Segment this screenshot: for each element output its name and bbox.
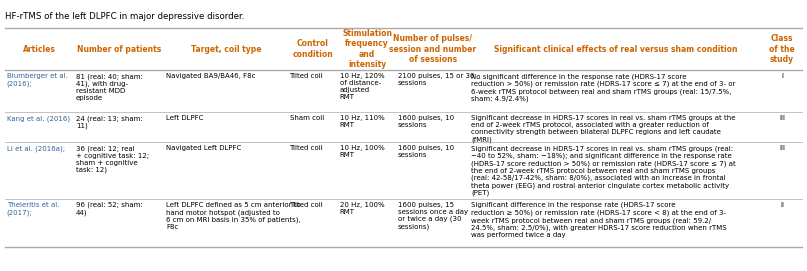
Text: 10 Hz, 120%
of distance-
adjusted
RMT: 10 Hz, 120% of distance- adjusted RMT (340, 73, 384, 100)
Text: Number of patients: Number of patients (77, 44, 161, 53)
Text: 24 (real: 13; sham:
11): 24 (real: 13; sham: 11) (76, 115, 143, 129)
Text: Theleritis et al.
(2017);: Theleritis et al. (2017); (6, 202, 59, 215)
Text: Stimulation
frequency
and
intensity: Stimulation frequency and intensity (342, 29, 392, 69)
Text: Sham coil: Sham coil (290, 115, 324, 121)
Text: No significant difference in the response rate (HDRS-17 score
reduction > 50%) o: No significant difference in the respons… (471, 73, 736, 102)
Text: 2100 pulses, 15 or 30
sessions: 2100 pulses, 15 or 30 sessions (398, 73, 475, 86)
Text: 1600 pulses, 10
sessions: 1600 pulses, 10 sessions (398, 115, 454, 128)
Text: 81 (real: 40; sham:
41), with drug-
resistant MDD
episode: 81 (real: 40; sham: 41), with drug- resi… (76, 73, 143, 101)
Text: Number of pulses/
session and number
of sessions: Number of pulses/ session and number of … (390, 34, 477, 64)
Text: Kang et al. (2016): Kang et al. (2016) (6, 115, 69, 121)
Text: Left DLPFC defined as 5 cm anterior to
hand motor hotspot (adjusted to
6 cm on M: Left DLPFC defined as 5 cm anterior to h… (166, 202, 301, 230)
Text: Significant decrease in HDRS-17 scores in real vs. sham rTMS groups (real:
−40 t: Significant decrease in HDRS-17 scores i… (471, 145, 736, 196)
Text: Navigated Left DLPFC: Navigated Left DLPFC (166, 145, 241, 151)
Text: Navigated BA9/BA46, F8c: Navigated BA9/BA46, F8c (166, 73, 256, 79)
Text: Significant clinical effects of real versus sham condition: Significant clinical effects of real ver… (494, 44, 738, 53)
Text: HF-rTMS of the left DLPFC in major depressive disorder.: HF-rTMS of the left DLPFC in major depre… (5, 12, 245, 21)
Text: Class
of the
study: Class of the study (769, 34, 795, 64)
Text: Tilted coil: Tilted coil (290, 202, 324, 208)
Text: 36 (real: 12; real
+ cognitive task: 12;
sham + cognitive
task: 12): 36 (real: 12; real + cognitive task: 12;… (76, 145, 149, 173)
Text: II: II (780, 202, 784, 208)
Text: Blumberger et al.
(2016);: Blumberger et al. (2016); (6, 73, 68, 86)
Text: Target, coil type: Target, coil type (191, 44, 261, 53)
Text: 10 Hz, 110%
RMT: 10 Hz, 110% RMT (340, 115, 384, 128)
Text: 20 Hz, 100%
RMT: 20 Hz, 100% RMT (340, 202, 384, 215)
Text: Significant decrease in HDRS-17 scores in real vs. sham rTMS groups at the
end o: Significant decrease in HDRS-17 scores i… (471, 115, 736, 143)
Text: 1600 pulses, 10
sessions: 1600 pulses, 10 sessions (398, 145, 454, 158)
Text: Control
condition: Control condition (293, 39, 333, 59)
Text: I: I (781, 73, 783, 79)
Text: Significant difference in the response rate (HDRS-17 score
reduction ≥ 50%) or r: Significant difference in the response r… (471, 202, 727, 238)
Text: Articles: Articles (23, 44, 56, 53)
Text: III: III (779, 115, 785, 121)
Text: 96 (real: 52; sham:
44): 96 (real: 52; sham: 44) (76, 202, 143, 216)
Text: Tilted coil: Tilted coil (290, 145, 324, 151)
Text: Tilted coil: Tilted coil (290, 73, 324, 79)
Text: III: III (779, 145, 785, 151)
Text: Li et al. (2016a);: Li et al. (2016a); (6, 145, 65, 151)
Text: 1600 pulses, 15
sessions once a day
or twice a day (30
sessions): 1600 pulses, 15 sessions once a day or t… (398, 202, 468, 230)
Text: 10 Hz, 100%
RMT: 10 Hz, 100% RMT (340, 145, 384, 158)
Text: Left DLPFC: Left DLPFC (166, 115, 203, 121)
